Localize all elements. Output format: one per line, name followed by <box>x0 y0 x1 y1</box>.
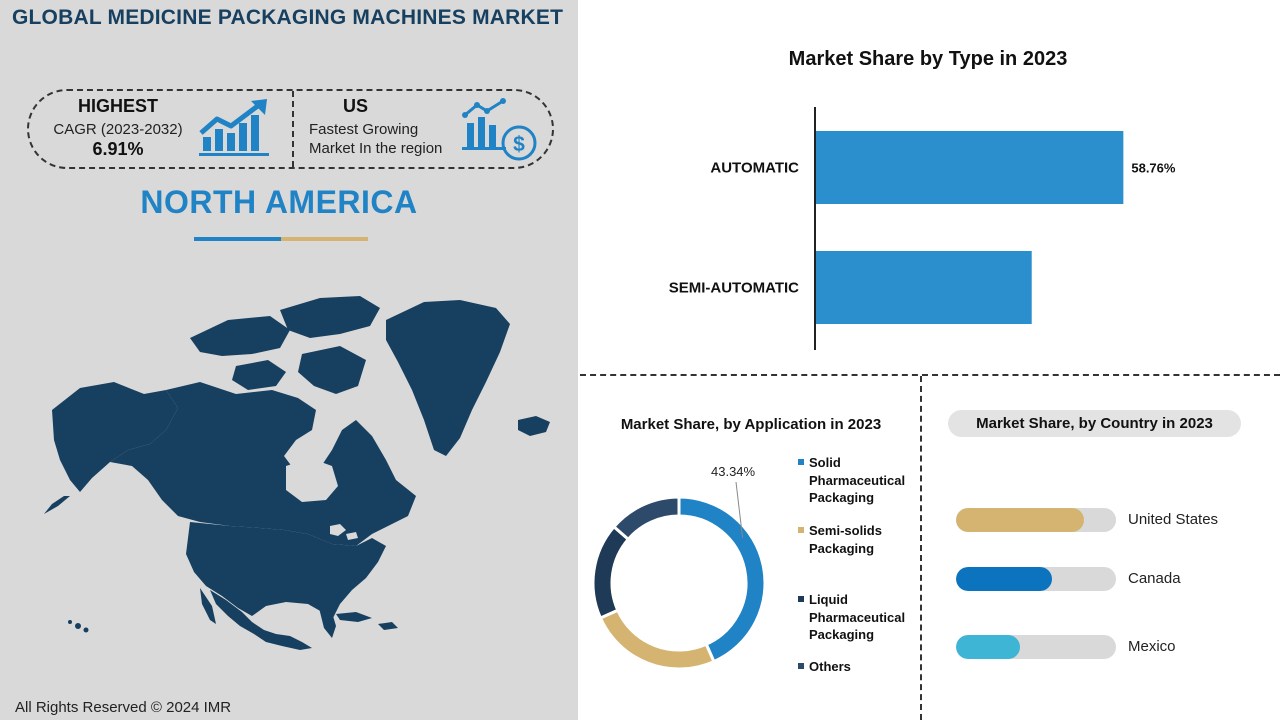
legend-label: Liquid <box>809 592 848 607</box>
usa-shape <box>186 522 386 620</box>
application-donut-chart: 43.34% <box>591 464 767 671</box>
vertical-divider <box>920 376 922 720</box>
legend-label: Packaging <box>809 540 875 556</box>
legend-label: Others <box>809 659 851 674</box>
leader-heading: US <box>343 96 369 116</box>
category-label-semi-automatic: SEMI-AUTOMATIC <box>669 280 799 297</box>
alaska-shape <box>52 382 178 492</box>
country-label-mexico: Mexico <box>1128 638 1176 655</box>
application-chart-title: Market Share, by Application in 2023 <box>620 416 882 433</box>
legend-item-others: Others <box>798 658 918 676</box>
type-bar-chart: AUTOMATIC 58.76% SEMI-AUTOMATIC <box>669 107 1176 350</box>
hawaii-island-2 <box>83 627 89 633</box>
category-label-automatic: AUTOMATIC <box>710 160 799 177</box>
slice-others <box>611 495 681 542</box>
copyright-footer: All Rights Reserved © 2024 IMR <box>15 699 232 716</box>
legend-label: Solid <box>809 455 841 470</box>
country-bar-united-states <box>956 508 1084 532</box>
north-america-map <box>44 296 550 650</box>
bar-semi-automatic <box>816 251 1032 324</box>
legend-label: Packaging <box>809 627 875 642</box>
leader-stat: US Fastest Growing Market In the region <box>309 96 459 158</box>
type-chart-title: Market Share by Type in 2023 <box>788 48 1068 70</box>
country-bar-canada <box>956 567 1052 591</box>
data-label-solid-pharmaceutical-packaging: 43.34% <box>711 464 756 479</box>
horizontal-divider <box>580 374 1280 376</box>
country-track-canada <box>956 567 1116 591</box>
slice-semi-solids-packaging <box>598 608 716 671</box>
hawaii-island-1 <box>75 623 81 629</box>
stats-divider <box>292 91 294 167</box>
legend-swatch <box>798 663 804 669</box>
data-label-automatic: 58.76% <box>1131 161 1176 176</box>
cuba-shape <box>336 612 372 622</box>
legend-swatch <box>798 596 804 602</box>
svg-text:$: $ <box>513 133 525 156</box>
growth-chart-icon <box>199 99 269 156</box>
country-label-canada: Canada <box>1128 570 1181 587</box>
leader-line2: Market In the region <box>309 140 443 157</box>
slice-liquid-pharmaceutical-packaging <box>591 524 631 620</box>
cagr-value: 6.91% <box>92 139 144 159</box>
baffin-island-shape <box>298 346 366 394</box>
country-track-mexico <box>956 635 1116 659</box>
region-name: NORTH AMERICA <box>140 184 418 220</box>
country-track-united-states <box>956 508 1116 532</box>
cagr-label: CAGR (2023-2032) <box>53 121 183 138</box>
iceland-shape <box>518 416 550 436</box>
title-underline-gold <box>281 237 368 241</box>
mexico-shape <box>210 590 312 650</box>
country-chart-title: Market Share, by Country in 2023 <box>948 410 1241 437</box>
legend-label: Packaging <box>809 490 875 505</box>
legend-swatch <box>798 459 804 465</box>
aleutian-shape <box>44 496 70 514</box>
arctic-island-ellesmere <box>280 296 380 338</box>
greenland-shape <box>386 300 510 456</box>
legend-label: Pharmaceutical <box>809 472 906 488</box>
hawaii-island-3 <box>68 620 72 624</box>
baja-california-shape <box>200 588 216 624</box>
cagr-stat: HIGHEST CAGR (2023-2032) 6.91% <box>43 96 193 160</box>
bar-automatic <box>816 131 1124 204</box>
arctic-island-west <box>190 316 290 356</box>
canada-shape <box>110 382 416 546</box>
hispaniola-shape <box>378 622 398 630</box>
page-title: GLOBAL MEDICINE PACKAGING MACHINES MARKE… <box>12 6 564 29</box>
legend-label: Pharmaceutical <box>809 609 906 625</box>
hudson-bay-shape <box>286 458 338 502</box>
title-underline-blue <box>194 237 281 241</box>
legend-swatch <box>798 527 804 533</box>
legend-label: Semi-solids <box>809 523 882 538</box>
highest-heading: HIGHEST <box>77 96 158 116</box>
stats-box: HIGHEST CAGR (2023-2032) 6.91% US Fastes… <box>27 89 554 169</box>
legend-item-liquid-pharmaceutical-packaging: Liquid Pharmaceutical Packaging <box>798 591 918 644</box>
florida-shape <box>318 604 336 638</box>
country-bar-mexico <box>956 635 1020 659</box>
data-label-leader <box>735 481 744 538</box>
arctic-island-victoria <box>232 360 286 390</box>
growth-dollar-icon: $ <box>462 98 537 161</box>
country-label-united-states: United States <box>1128 511 1219 528</box>
slice-solid-pharmaceutical-packaging <box>677 495 767 664</box>
left-panel: GLOBAL MEDICINE PACKAGING MACHINES MARKE… <box>0 0 578 720</box>
leader-line1: Fastest Growing <box>309 121 419 138</box>
great-lake-2 <box>346 532 358 540</box>
legend-item-solid-pharmaceutical-packaging: Solid Pharmaceutical Packaging <box>798 454 918 507</box>
great-lake-1 <box>330 524 346 536</box>
legend-item-semi-solids-packaging: Semi-solids Packaging <box>798 522 918 557</box>
